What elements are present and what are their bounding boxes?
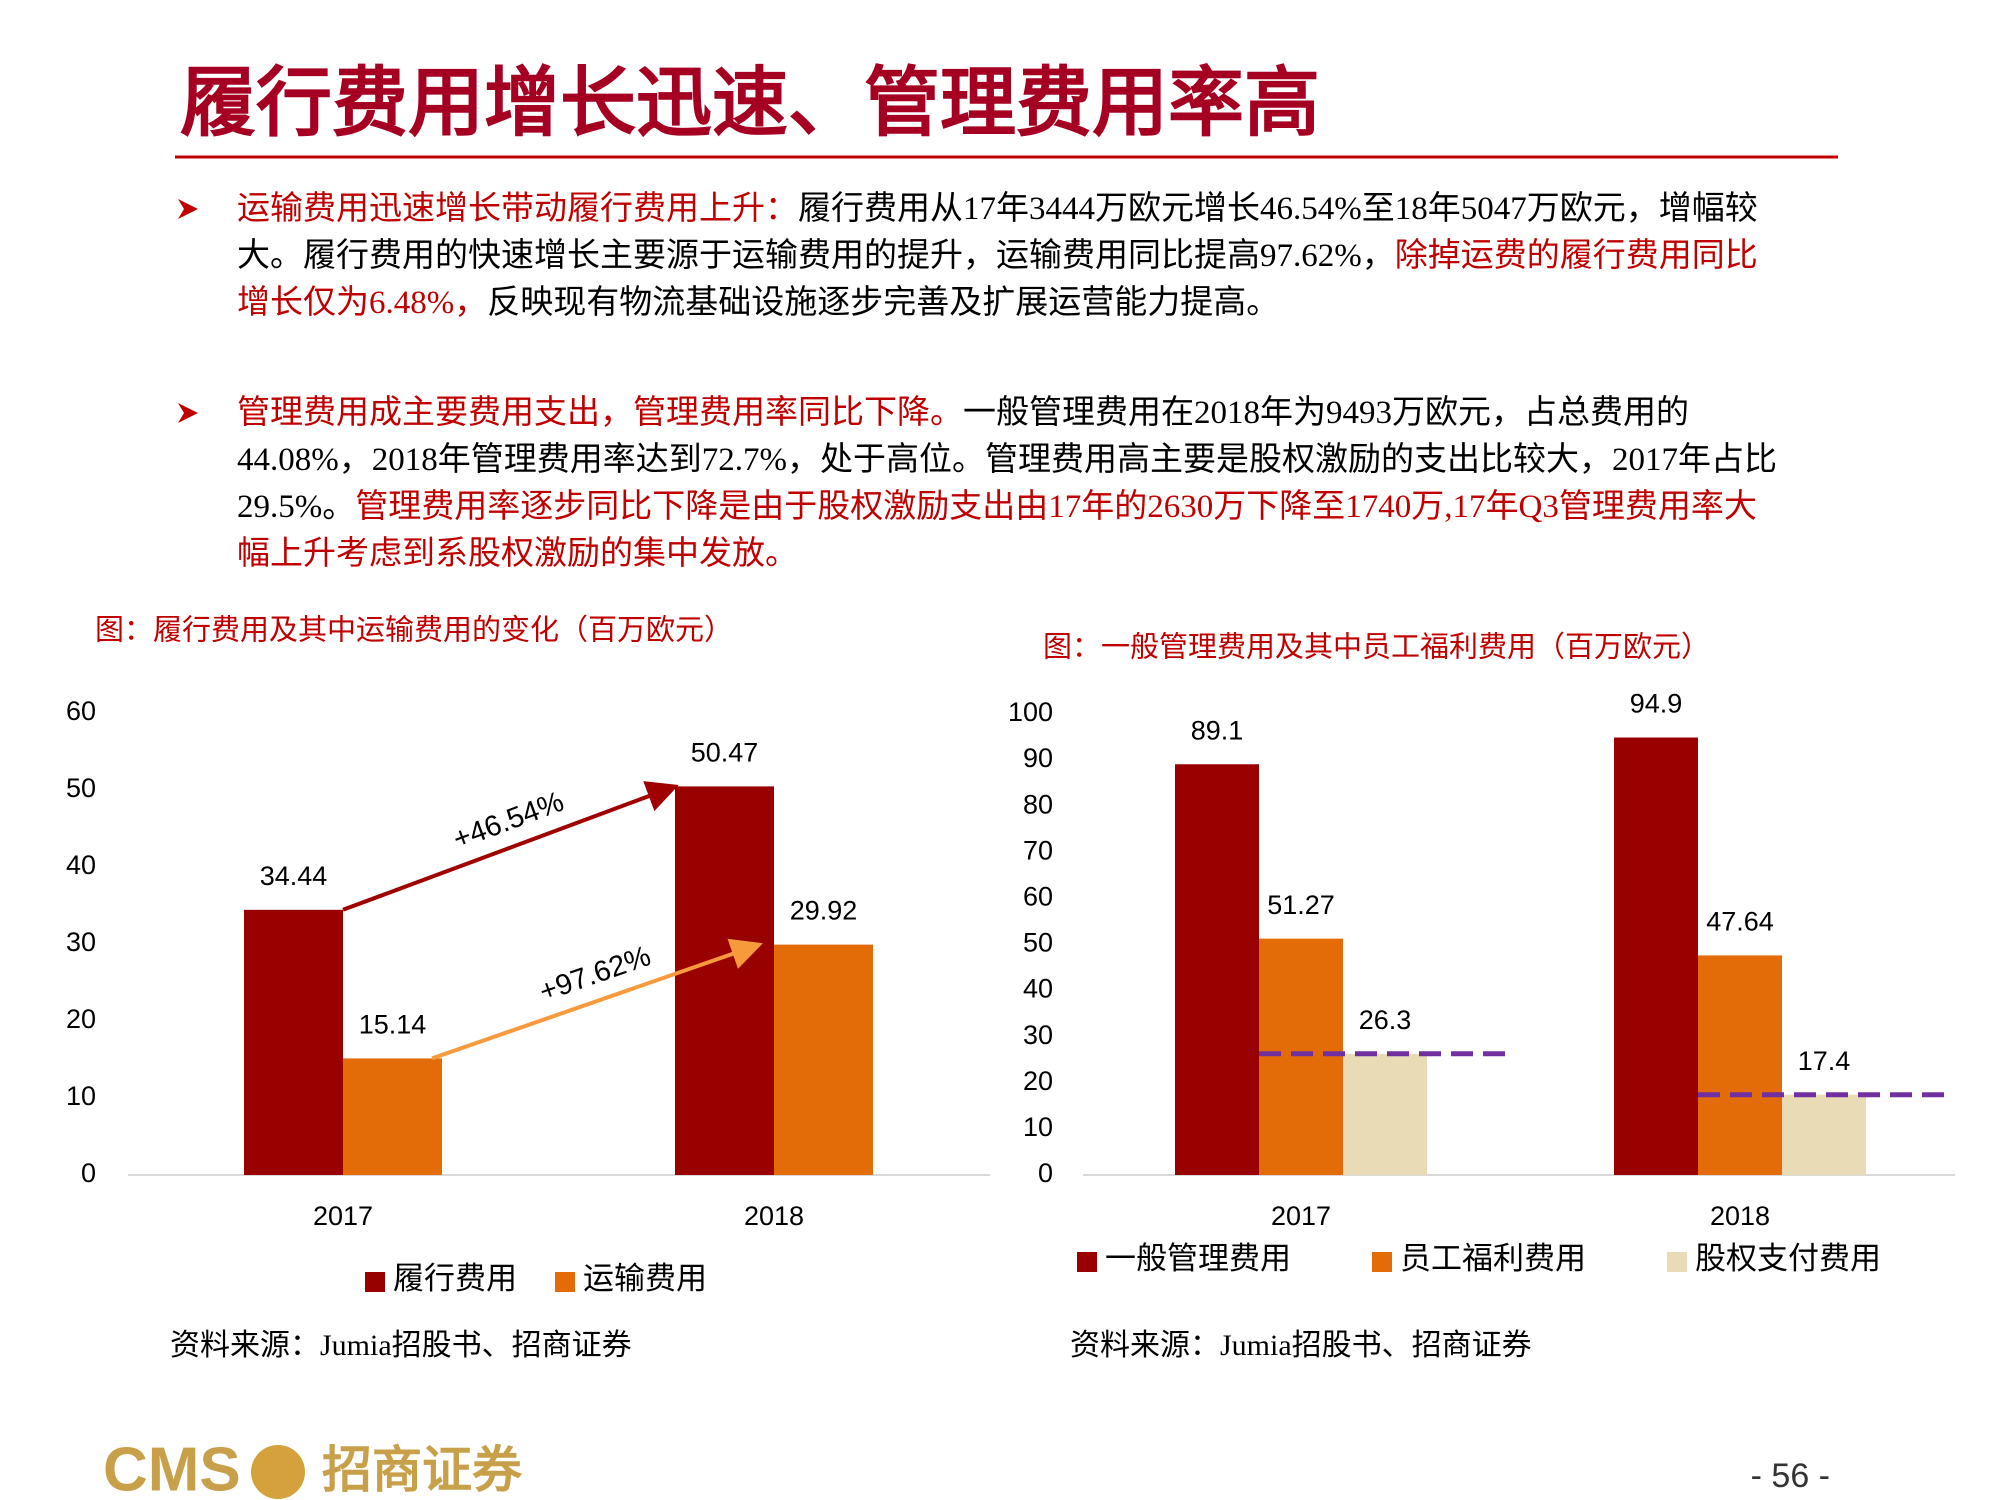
- bar: [1343, 1053, 1427, 1175]
- annotation: +46.54%: [449, 786, 568, 856]
- bullet-text: 管理费用成主要费用支出，管理费用率同比下降。: [237, 395, 963, 431]
- arrow: [342, 781, 679, 912]
- y-tick-label: 20: [66, 1004, 96, 1034]
- x-tick-label: 2018: [1710, 1201, 1770, 1231]
- bar: [675, 786, 774, 1175]
- x-tick-label: 2017: [313, 1201, 373, 1231]
- value-label: 34.44: [260, 861, 328, 891]
- annotation: +97.62%: [535, 940, 654, 1008]
- y-tick-label: 40: [66, 850, 96, 880]
- logo-emblem: [251, 1445, 305, 1499]
- legend-label: 一般管理费用: [1105, 1241, 1291, 1276]
- bullet-text: 反映现有物流基础设施逐步完善及扩展运营能力提高。: [487, 285, 1280, 321]
- value-label: 17.4: [1798, 1046, 1851, 1076]
- y-tick-label: 50: [1023, 928, 1053, 958]
- legend-swatch: [365, 1272, 385, 1292]
- y-tick-label: 80: [1023, 789, 1053, 819]
- bullet: 管理费用成主要费用支出，管理费用率同比下降。一般管理费用在2018年为9493万…: [237, 390, 1785, 578]
- bar: [1259, 938, 1343, 1175]
- bar: [774, 944, 873, 1175]
- arrow: [431, 938, 763, 1061]
- bar: [1175, 764, 1259, 1175]
- bullet-marker: [178, 403, 198, 423]
- logo-name: 招商证券: [322, 1442, 523, 1498]
- y-tick-label: 30: [1023, 1020, 1053, 1050]
- bar: [1782, 1094, 1866, 1175]
- legend-label: 股权支付费用: [1695, 1241, 1881, 1276]
- legend-label: 运输费用: [583, 1261, 707, 1296]
- y-tick-label: 60: [1023, 882, 1053, 912]
- y-tick-label: 40: [1023, 974, 1053, 1004]
- page-number: - 56 -: [1751, 1457, 1830, 1495]
- bullet: 运输费用迅速增长带动履行费用上升：履行费用从17年3444万欧元增长46.54%…: [237, 186, 1785, 327]
- bullet-text: 运输费用迅速增长带动履行费用上升：: [237, 191, 798, 227]
- y-tick-label: 60: [66, 696, 96, 726]
- y-tick-label: 20: [1023, 1066, 1053, 1096]
- bar: [244, 909, 343, 1175]
- x-tick-label: 2018: [744, 1201, 804, 1231]
- y-tick-label: 0: [1038, 1158, 1053, 1188]
- source-note: 资料来源：Jumia招股书、招商证券: [170, 1329, 632, 1362]
- bar: [1614, 737, 1698, 1175]
- legend-swatch: [1077, 1252, 1097, 1272]
- value-label: 47.64: [1706, 907, 1774, 937]
- y-tick-label: 10: [66, 1081, 96, 1111]
- value-label: 50.47: [691, 738, 759, 768]
- value-label: 29.92: [790, 896, 858, 926]
- legend-swatch: [1372, 1252, 1392, 1272]
- bullet-text: 管理费用率逐步同比下降是由于股权激励支出由17年的2630万下降至1740万,1…: [237, 489, 1757, 572]
- source-note: 资料来源：Jumia招股书、招商证券: [1070, 1329, 1532, 1362]
- chart-title: 图：一般管理费用及其中员工福利费用（百万欧元）: [1043, 631, 1710, 664]
- value-label: 15.14: [359, 1010, 427, 1040]
- bar: [1698, 955, 1782, 1175]
- y-tick-label: 90: [1023, 743, 1053, 773]
- bar: [343, 1058, 442, 1175]
- y-tick-label: 10: [1023, 1112, 1053, 1142]
- y-tick-label: 50: [66, 773, 96, 803]
- value-label: 89.1: [1191, 715, 1244, 745]
- slide-title: 履行费用增长迅速、管理费用率高: [180, 58, 1320, 147]
- value-label: 26.3: [1359, 1005, 1412, 1035]
- y-tick-label: 30: [66, 927, 96, 957]
- logo-code: CMS: [103, 1435, 241, 1500]
- legend-swatch: [555, 1272, 575, 1292]
- x-tick-label: 2017: [1271, 1201, 1331, 1231]
- y-tick-label: 70: [1023, 835, 1053, 865]
- bullet-text: 一般管理费用在2018年为9493万欧元，占总费用的44.08%，2018年管理…: [237, 395, 1777, 525]
- value-label: 94.9: [1630, 689, 1683, 719]
- bullet-marker: [178, 199, 198, 219]
- value-label: 51.27: [1267, 890, 1335, 920]
- legend-label: 履行费用: [393, 1261, 517, 1296]
- legend-label: 员工福利费用: [1400, 1241, 1586, 1276]
- y-tick-label: 100: [1008, 697, 1053, 727]
- y-tick-label: 0: [81, 1158, 96, 1188]
- chart-title: 图：履行费用及其中运输费用的变化（百万欧元）: [95, 614, 733, 647]
- bullet-text: 除掉运费的履行费用同比增长仅为6.48%，: [237, 238, 1758, 321]
- legend-swatch: [1667, 1252, 1687, 1272]
- bullet-text: 履行费用从17年3444万欧元增长46.54%至18年5047万欧元，增幅较大。…: [237, 191, 1758, 274]
